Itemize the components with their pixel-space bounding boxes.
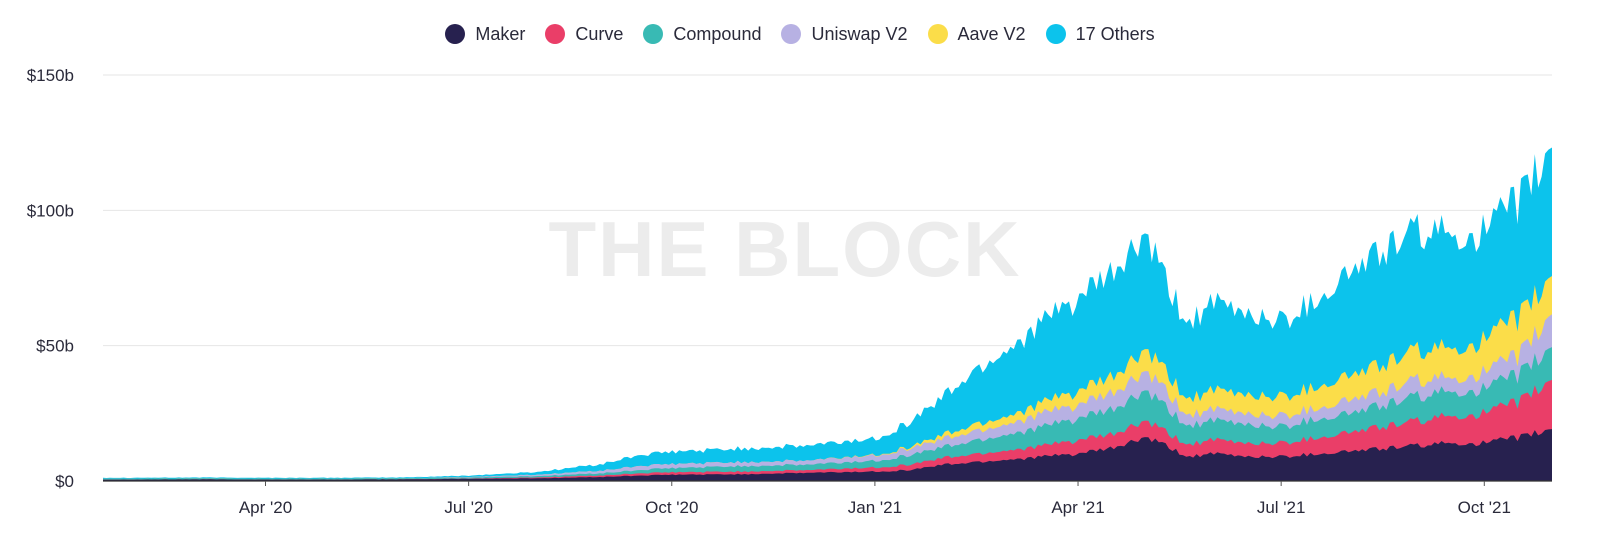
legend-label-uniswap-v2: Uniswap V2 <box>811 23 908 44</box>
legend-item-uniswap-v2[interactable]: Uniswap V2 <box>781 23 908 45</box>
y-tick-label: $50b <box>36 337 74 356</box>
x-tick-label: Jul '20 <box>444 498 493 517</box>
x-tick-label: Oct '21 <box>1458 498 1511 517</box>
x-tick-label: Apr '20 <box>239 498 292 517</box>
watermark-logo: THE BLOCK <box>549 205 1022 293</box>
legend-item-compound[interactable]: Compound <box>643 24 761 45</box>
x-tick-label: Oct '20 <box>645 498 698 517</box>
17-others-dot-icon <box>1045 24 1066 44</box>
legend: Maker Curve Compound Uniswap V2 Aave V2 … <box>0 20 1600 48</box>
x-tick-label: Jul '21 <box>1257 498 1306 517</box>
compound-dot-icon <box>643 24 664 44</box>
area-curve <box>103 379 1552 481</box>
uniswap-v2-dot-icon <box>781 24 802 44</box>
y-tick-label: $100b <box>27 201 74 220</box>
legend-label-compound: Compound <box>673 23 762 44</box>
legend-item-17-others[interactable]: 17 Others <box>1045 23 1155 45</box>
x-tick-label: Apr '21 <box>1051 498 1104 517</box>
y-tick-label: $150b <box>27 66 74 85</box>
y-tick-label: $0 <box>55 472 74 491</box>
legend-item-curve[interactable]: Curve <box>545 24 623 45</box>
curve-dot-icon <box>545 24 566 44</box>
legend-item-aave-v2[interactable]: Aave V2 <box>927 23 1026 45</box>
legend-label-aave-v2: Aave V2 <box>957 23 1026 44</box>
area-maker <box>103 429 1552 481</box>
legend-label-curve: Curve <box>575 23 624 44</box>
legend-item-maker[interactable]: Maker <box>445 24 525 45</box>
area-series <box>103 147 1552 481</box>
aave-v2-dot-icon <box>927 24 948 44</box>
x-tick-label: Jan '21 <box>848 498 902 517</box>
maker-dot-icon <box>445 24 466 44</box>
y-axis: $0 $50b $100b $150b <box>27 66 74 491</box>
legend-label-maker: Maker <box>475 23 526 44</box>
x-axis: Apr '20 Jul '20 Oct '20 Jan '21 Apr '21 Jul '… <box>239 481 1511 517</box>
legend-label-17-others: 17 Others <box>1075 23 1155 44</box>
